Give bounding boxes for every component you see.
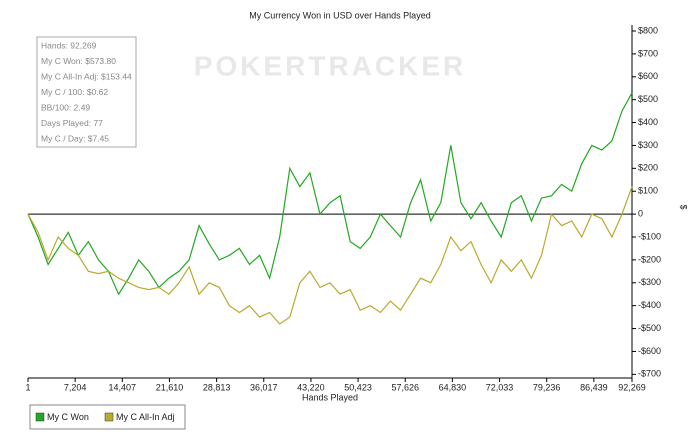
x-tick-label: 79,236	[533, 382, 561, 392]
x-tick-label: 14,407	[109, 382, 137, 392]
y-tick-label: $400	[638, 117, 658, 127]
y-tick-label: $700	[638, 48, 658, 58]
x-tick-label: 7,204	[64, 382, 87, 392]
x-tick-label: 50,423	[344, 382, 372, 392]
stats-box: Hands: 92,269 My C Won: $573.80 My C All-I…	[36, 36, 137, 148]
y-tick-label: $300	[638, 140, 658, 150]
y-tick-label: $500	[638, 94, 658, 104]
stats-frame	[36, 36, 137, 148]
stats-line: My C Won: $573.80	[41, 56, 116, 66]
y-tick-label: -$700	[638, 369, 661, 379]
y-axis-label: $	[679, 204, 689, 209]
y-tick-label: -$500	[638, 323, 661, 333]
y-tick-label: $600	[638, 71, 658, 81]
stats-line: My C / Day: $7.45	[41, 133, 109, 143]
x-tick-label: 1	[25, 382, 30, 392]
legend-swatch	[35, 412, 45, 422]
stats-line: Days Played: 77	[41, 118, 103, 128]
series-line	[27, 92, 633, 296]
y-tick-label: -$600	[638, 346, 661, 356]
x-tick-label: 21,610	[156, 382, 184, 392]
x-tick-label: 64,830	[439, 382, 467, 392]
y-tick-label: $800	[638, 25, 658, 35]
watermark: POKERTRACKER	[194, 50, 466, 81]
x-tick-label: 92,269	[618, 382, 646, 392]
legend-label: My C Won	[47, 412, 89, 422]
chart-title: My Currency Won in USD over Hands Played	[249, 10, 430, 20]
y-tick-label: -$400	[638, 300, 661, 310]
legend: My C Won My C All-In Adj	[29, 404, 186, 430]
y-tick-label: -$100	[638, 231, 661, 241]
x-tick-label: 28,813	[203, 382, 231, 392]
x-tick-label: 36,017	[250, 382, 278, 392]
x-tick-label: 72,033	[486, 382, 514, 392]
x-tick-label: 43,220	[297, 382, 325, 392]
legend-label: My C All-In Adj	[116, 412, 175, 422]
x-axis-label: Hands Played	[302, 392, 358, 402]
y-tick-label: -$300	[638, 277, 661, 287]
x-tick-label: 57,626	[391, 382, 419, 392]
y-tick-label: $100	[638, 186, 658, 196]
stats-line: My C All-In Adj: $153.44	[41, 71, 132, 81]
stats-line: Hands: 92,269	[41, 40, 97, 50]
y-tick-label: -$200	[638, 254, 661, 264]
y-tick-label: 0	[638, 208, 643, 218]
legend-swatch	[104, 412, 114, 422]
series-line	[27, 186, 633, 325]
x-tick-label: 86,439	[580, 382, 608, 392]
y-tick-label: $200	[638, 163, 658, 173]
stats-line: BB/100: 2.49	[41, 102, 90, 112]
stats-line: My C / 100: $0.62	[41, 87, 108, 97]
